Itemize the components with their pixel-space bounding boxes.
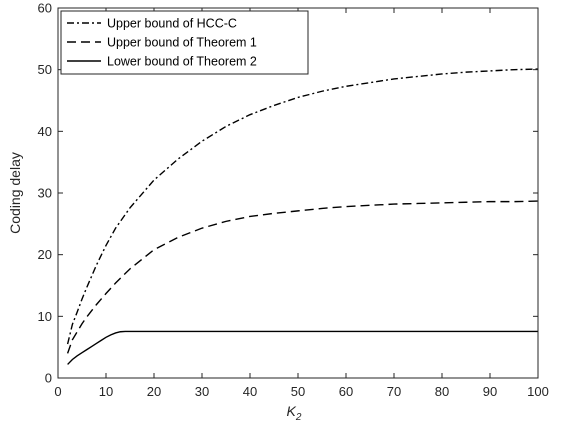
x-tick-label: 30 [195, 384, 209, 399]
y-tick-label: 30 [38, 186, 52, 201]
series-line-2 [66, 200, 539, 354]
x-tick-label: 100 [527, 384, 549, 399]
legend-label-3: Lower bound of Theorem 2 [107, 55, 257, 69]
legend-label-2: Upper bound of Theorem 1 [107, 36, 257, 50]
series-line-1 [66, 68, 539, 345]
legend-box [60, 10, 309, 75]
y-axis: 0 10 20 30 40 50 60 [38, 1, 538, 386]
x-axis-title-main: K [287, 403, 297, 419]
x-tick-label: 80 [435, 384, 449, 399]
x-tick-label: 50 [291, 384, 305, 399]
x-tick-label: 0 [54, 384, 61, 399]
y-tick-label: 40 [38, 124, 52, 139]
x-tick-label: 90 [483, 384, 497, 399]
x-axis: 0 10 20 30 40 50 60 70 80 90 100 [54, 8, 549, 399]
x-tick-label: 10 [99, 384, 113, 399]
x-tick-label: 70 [387, 384, 401, 399]
y-tick-label: 10 [38, 309, 52, 324]
y-tick-label: 0 [45, 371, 52, 386]
x-tick-label: 40 [243, 384, 257, 399]
x-tick-label: 20 [147, 384, 161, 399]
x-tick-label: 60 [339, 384, 353, 399]
plot-lines [66, 68, 539, 365]
y-tick-label: 20 [38, 247, 52, 262]
y-tick-label: 60 [38, 1, 52, 16]
x-axis-title: K2 [287, 403, 302, 423]
x-axis-title-subscript: 2 [295, 412, 302, 423]
y-tick-label: 50 [38, 62, 52, 77]
y-axis-title: Coding delay [7, 152, 23, 234]
legend: Upper bound of HCC-C Upper bound of Theor… [60, 10, 309, 75]
series-line-3 [67, 330, 538, 365]
legend-label-1: Upper bound of HCC-C [107, 17, 237, 31]
